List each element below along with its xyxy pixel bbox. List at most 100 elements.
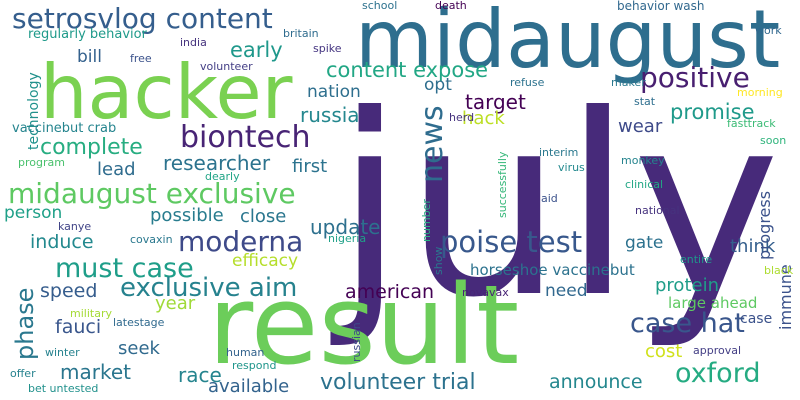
cloud-word: case hat (630, 308, 745, 339)
cloud-word: midaugust exclusive (8, 177, 296, 210)
cloud-word: regularly behavior (28, 27, 147, 42)
cloud-word: nigeria (328, 232, 367, 245)
cloud-word: result (208, 261, 520, 389)
cloud-word: black (764, 264, 794, 277)
cloud-word: biontech (180, 120, 311, 155)
cloud-word: wear (618, 116, 663, 137)
cloud-word: midaugust (355, 0, 781, 86)
cloud-word: seek (118, 338, 160, 359)
cloud-word: soon (760, 134, 787, 147)
cloud-word: progress (755, 190, 774, 260)
cloud-word: exclusive aim (120, 273, 298, 303)
cloud-word: positive (640, 61, 750, 94)
cloud-word: researcher (163, 151, 271, 175)
cloud-word: approval (693, 344, 742, 357)
cloud-word: offer (10, 367, 36, 380)
cloud-word: july (335, 61, 781, 352)
cloud-word: india (180, 36, 207, 49)
cloud-word: speed (40, 280, 98, 302)
cloud-word: aid (541, 192, 558, 205)
cloud-word: protein (655, 275, 719, 296)
cloud-word: target (465, 90, 526, 114)
cloud-word: death (435, 0, 467, 12)
cloud-word: complete (40, 135, 143, 160)
cloud-word: efficacy (232, 251, 299, 271)
cloud-word: behavior wash (617, 0, 705, 13)
cloud-word: nation (307, 82, 361, 102)
cloud-word: military (70, 307, 112, 320)
cloud-word: virus (558, 161, 585, 174)
cloud-word: show (432, 246, 445, 275)
cloud-word: setrosvlog content (12, 2, 273, 35)
cloud-word: spike (313, 42, 342, 55)
cloud-word: britain (283, 27, 319, 40)
cloud-word: entire (680, 253, 713, 266)
cloud-word: covaxin (130, 233, 173, 246)
cloud-word: content expose (326, 58, 489, 82)
cloud-word: program (18, 156, 65, 169)
cloud-word: year (155, 293, 196, 314)
cloud-word: fauci (55, 316, 102, 338)
cloud-word: induce (30, 231, 94, 253)
cloud-word: vaccinebut crab (12, 121, 117, 136)
cloud-word: winter (45, 346, 80, 359)
cloud-word: technology (26, 72, 42, 150)
cloud-word: work (755, 24, 782, 37)
cloud-word: first (292, 156, 328, 177)
cloud-word: fasttrack (727, 117, 776, 130)
cloud-word: update (310, 215, 381, 239)
cloud-word: free (130, 52, 152, 65)
cloud-word: russia (300, 103, 360, 127)
cloud-word: clinical (625, 178, 664, 191)
cloud-word: possible (150, 205, 224, 226)
cloud-word: volunteer trial (320, 370, 476, 395)
cloud-word: bill (77, 47, 102, 67)
cloud-word: market (60, 360, 131, 384)
cloud-word: oxford (675, 358, 761, 389)
cloud-word: bet untested (28, 382, 99, 395)
cloud-word: respond (232, 359, 277, 372)
cloud-word: school (362, 0, 398, 12)
cloud-word: poise test (440, 225, 583, 259)
cloud-word: interim (539, 146, 579, 159)
cloud-word: monkey (621, 154, 665, 167)
cloud-word: number (420, 199, 433, 242)
cloud-word: herd (449, 111, 475, 124)
cloud-word: close (240, 206, 287, 227)
cloud-word: novavax (462, 286, 509, 299)
cloud-word: russian (350, 322, 363, 362)
cloud-word: need (545, 281, 588, 301)
cloud-word: morning (737, 86, 783, 99)
cloud-word: person (4, 203, 63, 223)
cloud-word: horseshoe vaccinebut (470, 261, 635, 279)
cloud-word: volunteer (200, 60, 253, 73)
cloud-word: large ahead (668, 294, 758, 312)
cloud-word: gate (625, 233, 664, 253)
cloud-word: early (230, 38, 283, 62)
cloud-word: american (345, 281, 435, 303)
cloud-word: opt (424, 75, 452, 95)
cloud-word: national (635, 204, 680, 217)
cloud-word: available (208, 376, 290, 397)
cloud-word: human (226, 346, 265, 359)
cloud-word: must case (55, 253, 194, 284)
cloud-word: think (730, 236, 776, 257)
cloud-word: hacker (40, 48, 293, 136)
cloud-word: moderna (178, 225, 304, 258)
cloud-word: announce (549, 371, 643, 393)
cloud-word: maker (611, 76, 646, 89)
cloud-word: refuse (510, 76, 545, 89)
cloud-word: promise (670, 100, 755, 124)
cloud-word: news (415, 105, 450, 183)
cloud-word: successfully (496, 151, 509, 219)
cloud-word: phase (11, 287, 39, 360)
cloud-word: latestage (113, 316, 165, 329)
cloud-word: dearly (205, 170, 240, 183)
cloud-word: kanye (58, 220, 92, 233)
cloud-word: lead (97, 159, 136, 180)
cloud-word: case (740, 311, 773, 327)
cloud-word: race (178, 363, 222, 387)
cloud-word: stat (634, 95, 656, 108)
cloud-word: cost (645, 341, 683, 362)
